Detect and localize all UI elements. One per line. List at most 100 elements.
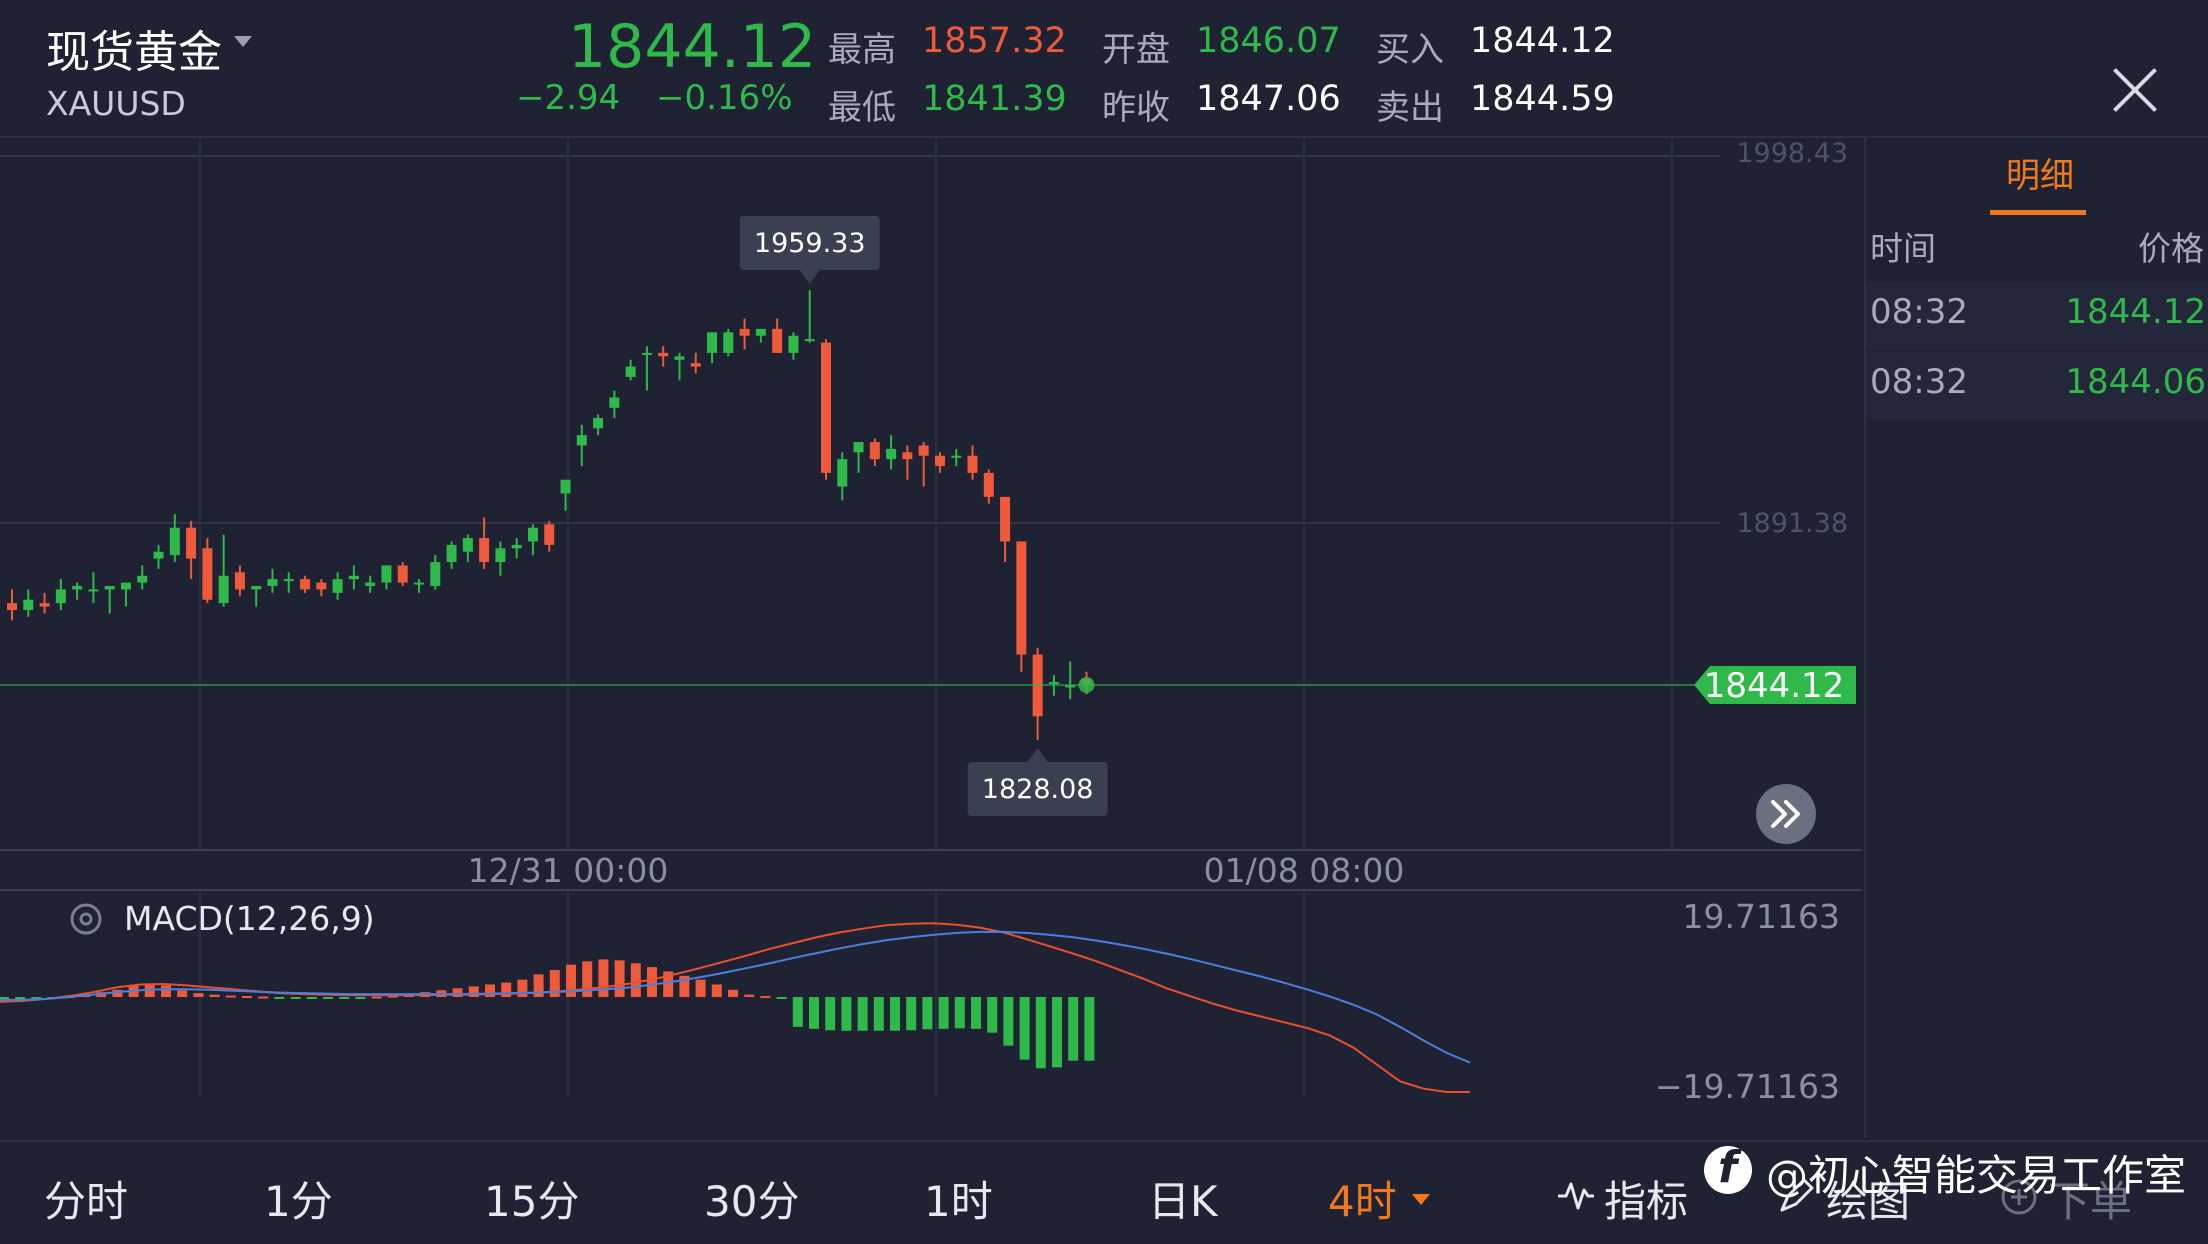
candle-body (234, 572, 245, 590)
last-price: 1844.12 (568, 12, 817, 82)
candlestick-chart[interactable]: 1998.43 1891.38 1844.12 1959.33 1828.08 … (0, 138, 1862, 1138)
candle-body (169, 527, 180, 556)
tab-15min[interactable]: 15分 (484, 1177, 580, 1226)
candle-body (641, 352, 652, 355)
macd-bar (1068, 997, 1079, 1061)
macd-bar (630, 963, 641, 997)
macd-bar (355, 997, 366, 999)
x-axis-label-1: 12/31 00:00 (468, 851, 669, 890)
candle-body (446, 544, 457, 563)
y-axis-label-mid: 1891.38 (1736, 508, 1848, 539)
price-change-pct: −0.16% (656, 78, 793, 118)
macd-bar (647, 967, 657, 997)
macd-bar (1035, 997, 1046, 1069)
candle-body (902, 452, 913, 460)
macd-bar (485, 984, 495, 997)
macd-bar (1019, 997, 1030, 1060)
macd-bar (274, 997, 285, 999)
tab-1hour[interactable]: 1时 (924, 1177, 993, 1226)
candle-body (88, 589, 99, 592)
macd-bar (290, 997, 301, 999)
peak-tooltip-box (739, 216, 880, 271)
macd-bar (744, 994, 755, 997)
price-change: −2.94 (516, 78, 621, 118)
col-time-header: 时间 (1870, 229, 1936, 268)
candle-body (365, 582, 376, 587)
caret-down-icon[interactable] (1412, 1194, 1430, 1205)
ask-label: 卖出 (1376, 88, 1444, 128)
col-price-header: 价格 (2138, 229, 2204, 268)
candle-body (707, 332, 718, 353)
candle-body (739, 328, 750, 336)
candle-body (283, 579, 294, 582)
caret-down-icon[interactable] (234, 36, 252, 47)
macd-bar (809, 997, 819, 1029)
macd-bar (387, 995, 398, 998)
tab-30min[interactable]: 30分 (704, 1177, 800, 1226)
macd-bar (825, 997, 836, 1031)
candle-body (381, 565, 392, 583)
tick-row: 08:32 1844.06 (1866, 352, 2208, 420)
macd-bar (258, 996, 269, 999)
draw-pencil-icon[interactable] (1778, 1178, 1814, 1214)
trough-tooltip-box (967, 762, 1108, 817)
candle-body (267, 579, 278, 587)
tab-timeshare[interactable]: 分时 (44, 1177, 129, 1226)
candle-body (348, 575, 359, 580)
draw-button[interactable]: 绘图 (1826, 1177, 1911, 1226)
order-button[interactable]: 下单 (2048, 1177, 2133, 1226)
macd-bar (533, 974, 544, 997)
symbol-name[interactable]: 现货黄金 (46, 27, 222, 78)
quote-header: 现货黄金 XAUUSD 1844.12 −2.94 −0.16% 最高 1857… (0, 0, 2208, 138)
open-value: 1846.07 (1196, 21, 1341, 61)
candle-body (934, 455, 945, 467)
macd-bar (112, 989, 123, 997)
candle-body (560, 479, 571, 494)
candle-body (1000, 496, 1011, 542)
candle-body (853, 442, 864, 453)
indicator-button[interactable]: 指标 (1604, 1177, 1689, 1226)
candle-body (593, 418, 604, 429)
candle-body (300, 579, 311, 590)
tab-detail[interactable]: 明细 (2006, 156, 2074, 196)
candle-body (967, 455, 978, 473)
chart-area[interactable]: 1998.43 1891.38 1844.12 1959.33 1828.08 … (0, 138, 1862, 1138)
fast-forward-icon[interactable] (1756, 784, 1816, 844)
current-price-tag: 1844.12 (1694, 666, 1856, 706)
bottom-toolbar: 分时 1分 15分 30分 1时 日K 4时 指标 绘图 下单 (0, 1140, 2208, 1244)
tab-daily[interactable]: 日K (1148, 1177, 1218, 1226)
high-label: 最高 (828, 30, 896, 70)
macd-bar (792, 997, 803, 1027)
current-price-tag-shape (1694, 666, 1856, 705)
candle-body (690, 363, 701, 367)
candle-body (202, 548, 213, 600)
open-label: 开盘 (1102, 30, 1170, 70)
macd-bar (306, 997, 317, 999)
candle-body (511, 544, 522, 549)
candle-body (869, 442, 880, 460)
tab-4hour[interactable]: 4时 (1328, 1177, 1397, 1226)
symbol-code: XAUUSD (46, 84, 186, 123)
macd-bar (468, 986, 479, 997)
tick-price: 1844.12 (2065, 292, 2206, 332)
candle-body (821, 342, 831, 473)
peak-tooltip: 1959.33 (739, 216, 880, 285)
indicator-wave-icon[interactable] (1556, 1178, 1596, 1212)
candle-body (104, 586, 115, 590)
settings-gear-icon[interactable] (70, 903, 102, 935)
high-value: 1857.32 (922, 21, 1067, 61)
bid-label: 买入 (1376, 30, 1444, 70)
candle-body (788, 335, 799, 353)
candle-body (658, 352, 669, 357)
tab-1min[interactable]: 1分 (264, 1177, 333, 1226)
candle-body (186, 527, 197, 559)
macd-bar (177, 990, 188, 997)
macd-bar (695, 979, 706, 997)
candle-body (23, 599, 34, 611)
candle-body (544, 524, 555, 545)
close-icon[interactable] (2104, 60, 2164, 120)
candle-body (495, 548, 506, 563)
plus-circle-icon[interactable] (2000, 1178, 2038, 1216)
candle-body (120, 582, 131, 590)
y-axis-label-top: 1998.43 (1736, 138, 1848, 169)
